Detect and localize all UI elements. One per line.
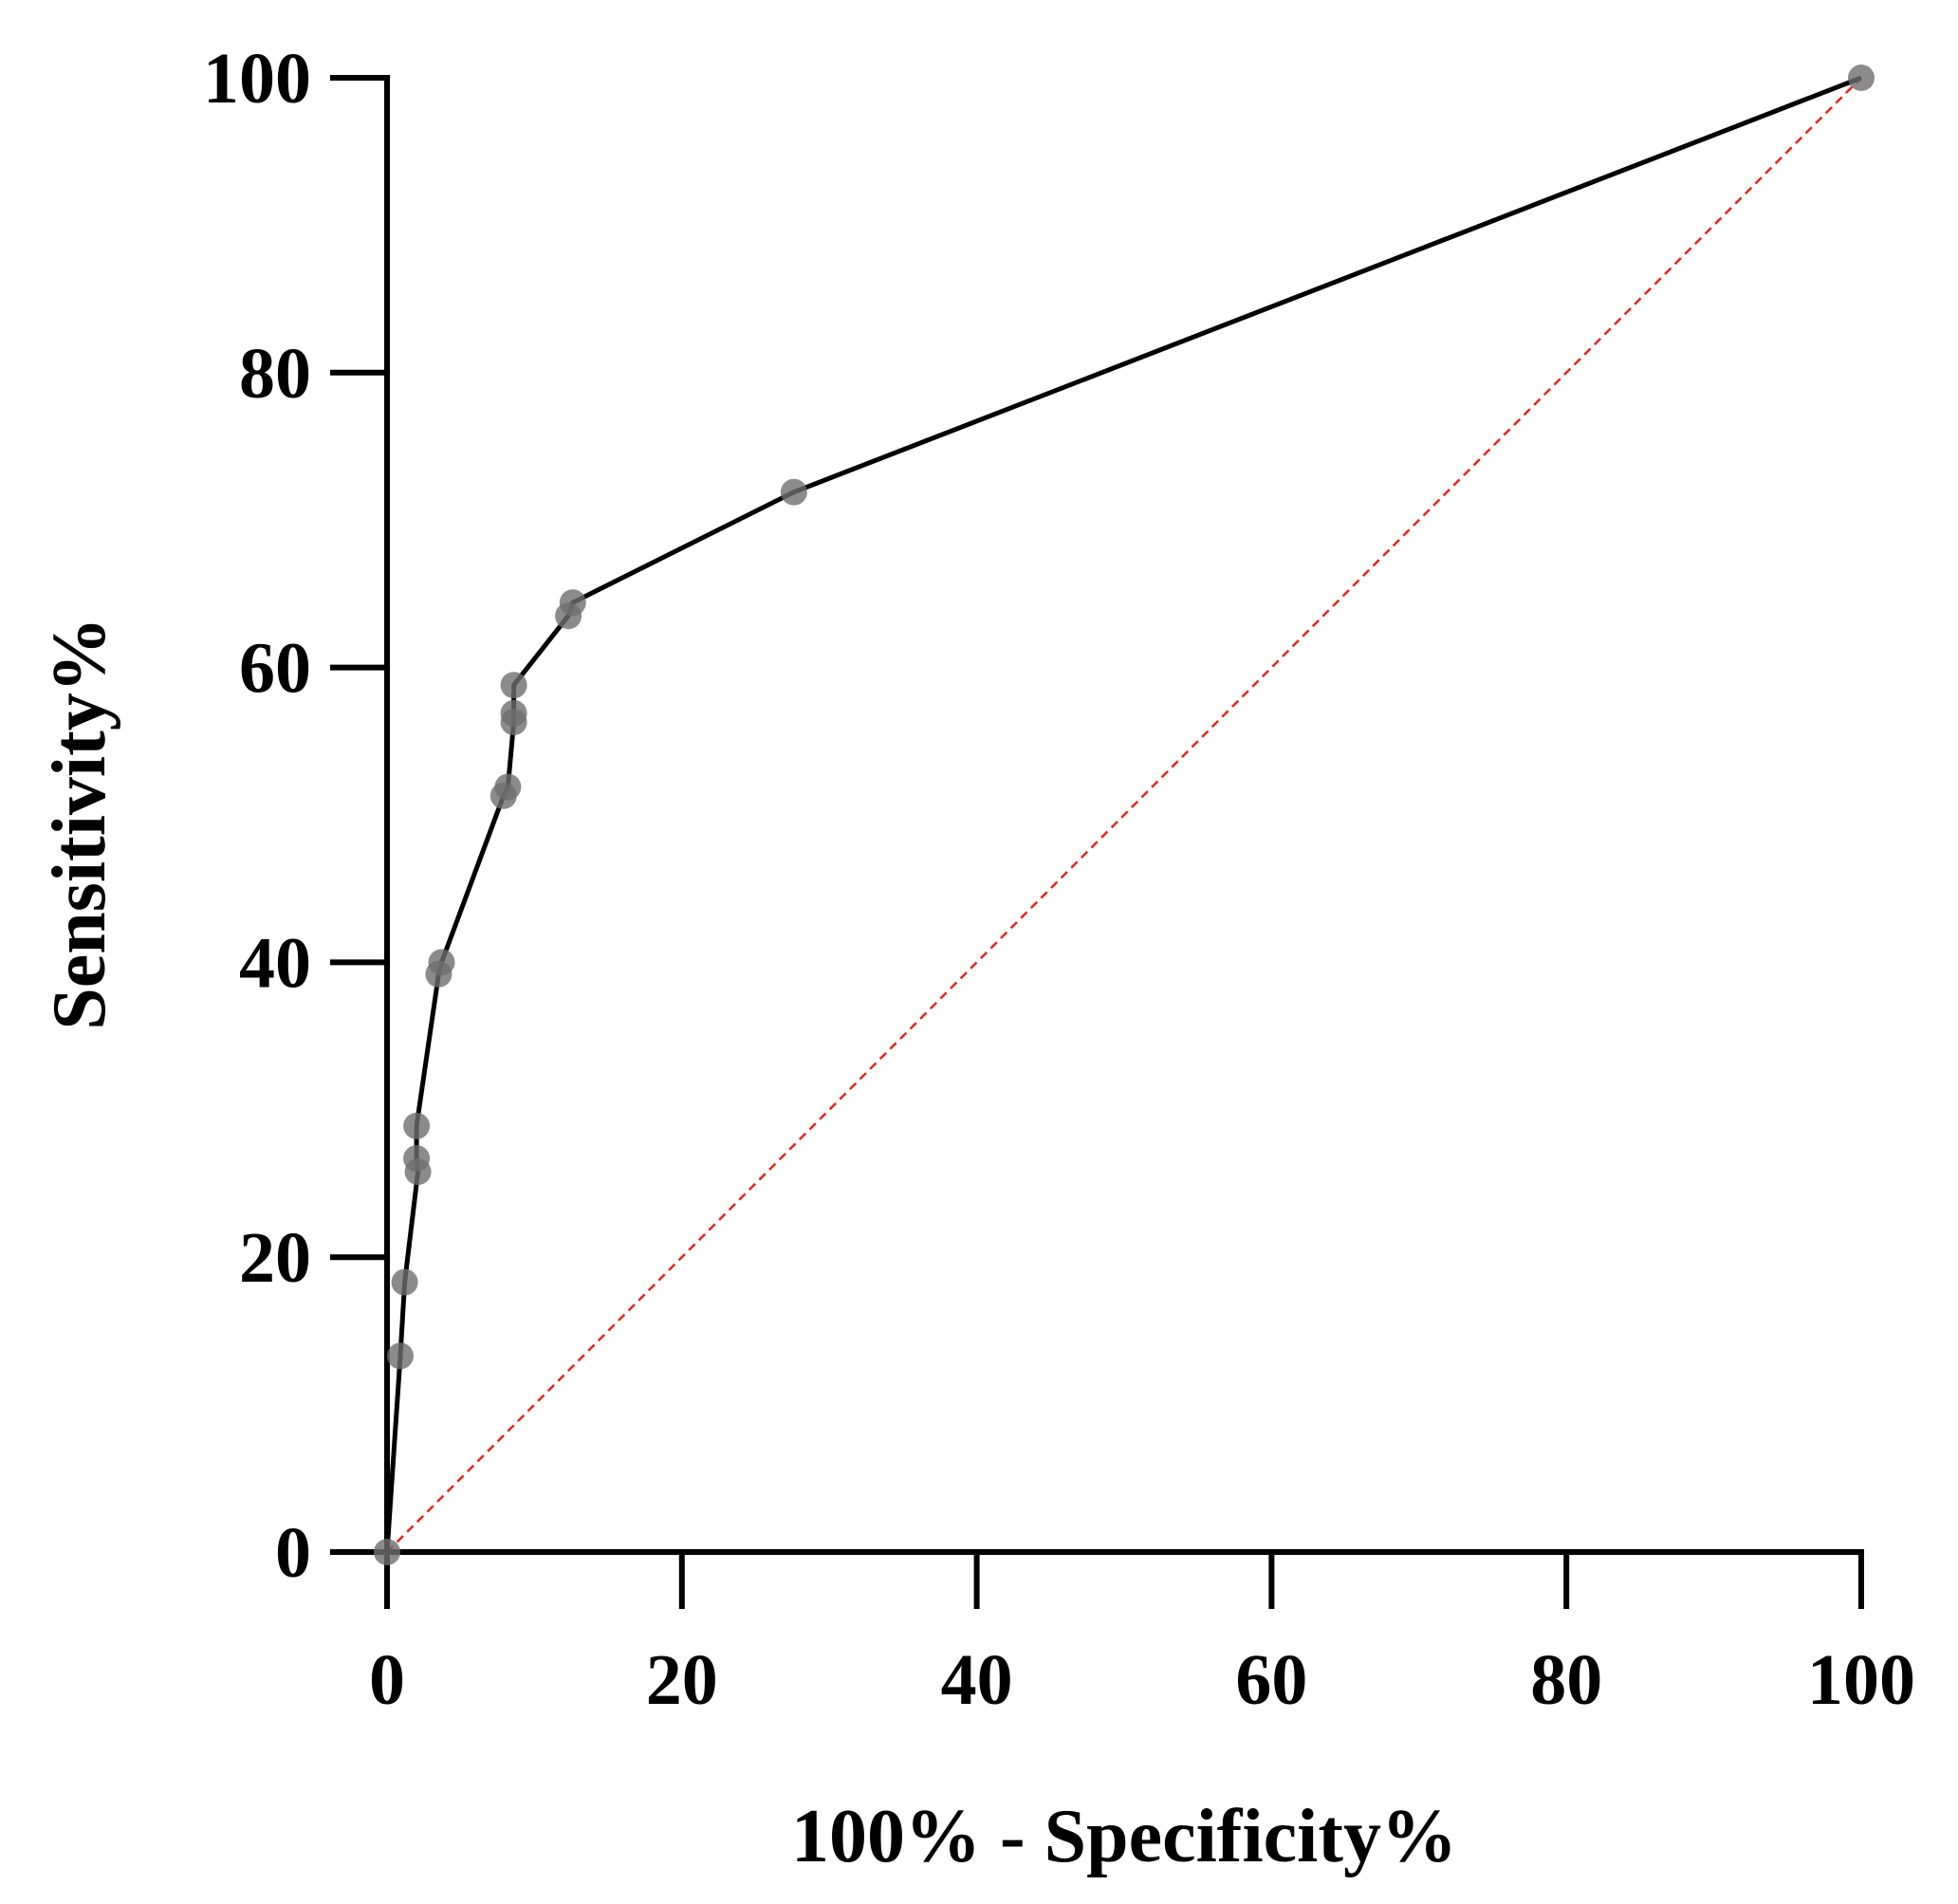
roc-point: [500, 699, 527, 727]
roc-point: [500, 672, 527, 699]
x-tick-label: 100: [1807, 1640, 1915, 1720]
roc-point: [374, 1539, 400, 1565]
roc-point: [1848, 65, 1875, 91]
y-tick-label: 80: [239, 334, 311, 414]
x-tick-label: 0: [369, 1640, 405, 1720]
x-tick-label: 40: [941, 1640, 1013, 1720]
y-tick-label: 40: [239, 923, 311, 1003]
y-tick-label: 60: [239, 629, 311, 709]
y-tick-label: 0: [275, 1513, 311, 1593]
roc-point: [403, 1112, 431, 1139]
roc-point: [391, 1268, 418, 1296]
x-tick-label: 20: [646, 1640, 718, 1720]
reference-diagonal-line: [386, 77, 1862, 1553]
tick-labels: 0 20 40 60 80 100 0 20 40 60 80 100: [203, 39, 1915, 1720]
roc-point: [387, 1342, 414, 1370]
x-axis-title: 100% - Specificity%: [791, 1795, 1457, 1878]
roc-point: [559, 589, 586, 617]
y-tick-label: 20: [239, 1218, 311, 1298]
reference-line-layer: [386, 77, 1862, 1553]
roc-point: [403, 1145, 431, 1173]
x-tick-label: 80: [1530, 1640, 1602, 1720]
roc-point: [428, 949, 455, 976]
axes: [330, 75, 1864, 1609]
roc-curve-layer: [374, 65, 1875, 1565]
roc-point: [494, 773, 522, 801]
x-tick-label: 60: [1235, 1640, 1307, 1720]
y-tick-label: 100: [203, 39, 311, 119]
roc-point: [780, 478, 807, 506]
y-axis-title: Sensitivity%: [38, 617, 121, 1030]
